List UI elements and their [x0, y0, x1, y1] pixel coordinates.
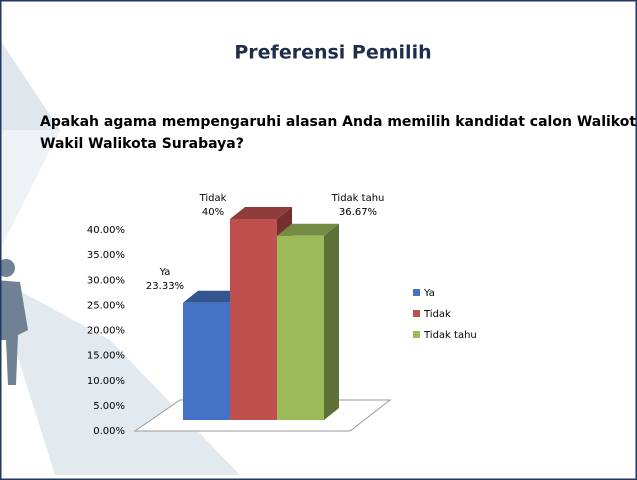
y-tick-label: 15.00%	[87, 351, 125, 362]
legend-label: Ya	[423, 288, 435, 299]
bar	[277, 235, 324, 420]
data-label: 23.33%	[146, 281, 184, 292]
legend-swatch	[413, 310, 420, 317]
legend-label: Tidak tahu	[423, 330, 477, 341]
y-tick-label: 25.00%	[87, 300, 125, 311]
bar-top	[230, 207, 292, 219]
decor	[0, 130, 60, 250]
y-tick-label: 30.00%	[87, 275, 125, 286]
y-tick-label: 0.00%	[93, 426, 125, 437]
data-label: 36.67%	[339, 207, 377, 218]
silhouette	[0, 259, 28, 385]
data-label-category: Ya	[159, 267, 171, 278]
question: Apakah agama mempengaruhi alasan Anda me…	[40, 114, 637, 130]
y-tick-label: 20.00%	[87, 326, 125, 337]
bar	[230, 219, 277, 420]
bar	[183, 302, 230, 420]
y-tick-label: 10.00%	[87, 376, 125, 387]
y-tick-label: 5.00%	[93, 401, 125, 412]
question: Wakil Walikota Surabaya?	[40, 136, 244, 152]
bar-side	[324, 223, 339, 420]
title: Preferensi Pemilih	[234, 42, 431, 64]
legend-label: Tidak	[423, 309, 451, 320]
bar-top	[183, 290, 245, 303]
data-label-category: Tidak	[199, 193, 227, 204]
data-label: 40%	[202, 207, 224, 218]
legend-swatch	[413, 289, 420, 296]
data-label-category: Tidak tahu	[331, 193, 385, 204]
legend-swatch	[413, 331, 420, 338]
y-tick-label: 35.00%	[87, 250, 125, 261]
bar-top	[277, 223, 339, 236]
y-tick-label: 40.00%	[87, 225, 125, 236]
